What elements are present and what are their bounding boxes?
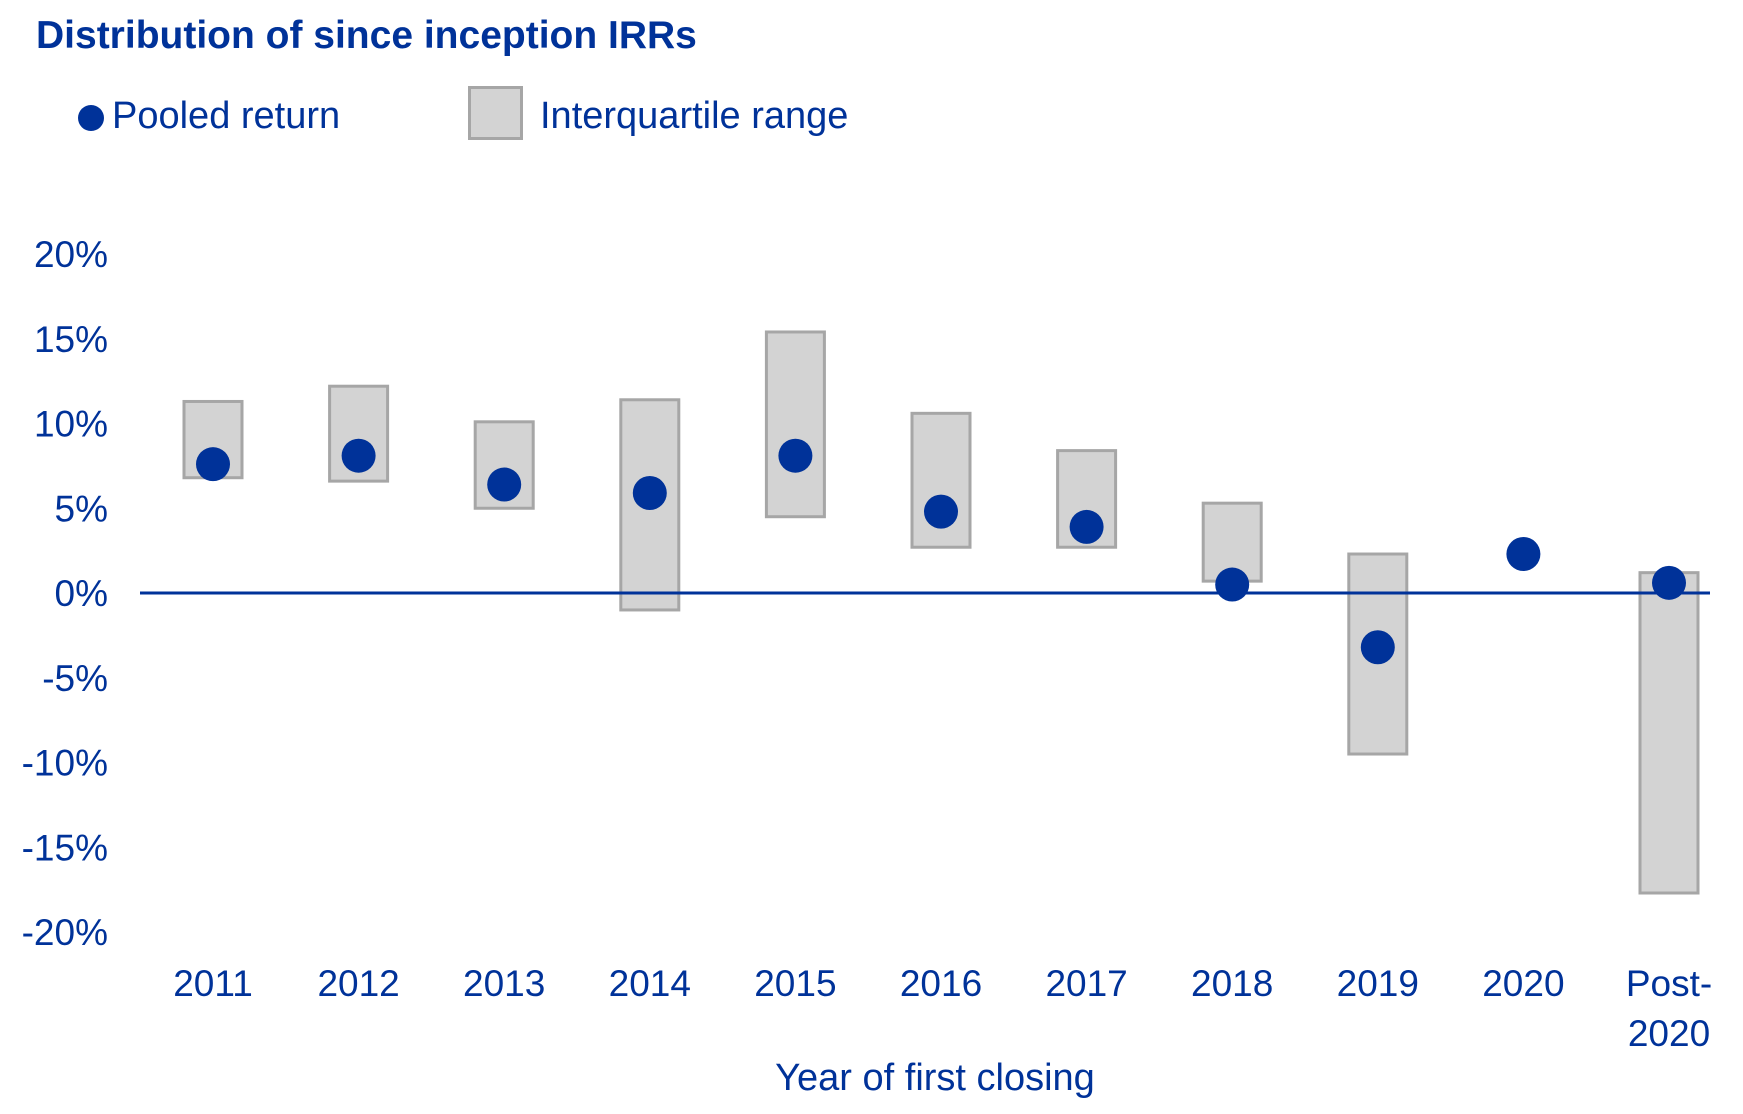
- iqr-box: [328, 384, 390, 483]
- x-tick-label: 2020: [1482, 963, 1564, 1004]
- pooled-return-point: [632, 475, 667, 510]
- x-tick-label: 2018: [1191, 963, 1273, 1004]
- legend-label-pooled-return: Pooled return: [112, 95, 341, 137]
- iqr-box: [1638, 571, 1700, 895]
- pooled-return-point: [924, 494, 958, 529]
- pooled-return-point: [487, 467, 522, 502]
- pooled-return-marker-icon: [78, 105, 104, 131]
- x-tick-label: 2015: [754, 963, 836, 1004]
- x-tick-label: 2017: [1045, 963, 1127, 1004]
- x-tick-label: Post-: [1626, 963, 1712, 1004]
- y-tick-label: 5%: [55, 488, 108, 529]
- pooled-return-point: [1069, 509, 1104, 544]
- y-tick-label: -5%: [42, 658, 108, 699]
- y-tick-label: -10%: [22, 743, 108, 784]
- pooled-return-point: [341, 438, 376, 473]
- pooled-return-point: [1652, 565, 1686, 600]
- y-tick-label: 0%: [55, 573, 108, 614]
- y-tick-label: 15%: [34, 319, 108, 360]
- x-tick-label: 2013: [463, 963, 545, 1004]
- pooled-return-point: [196, 447, 230, 482]
- pooled-return-point: [1360, 630, 1395, 665]
- interquartile-range-marker-icon: [468, 86, 523, 140]
- y-tick-label: 20%: [34, 234, 108, 275]
- x-tick-label: 2012: [317, 963, 399, 1004]
- pooled-return-point: [1506, 537, 1541, 572]
- x-tick-label: 2019: [1337, 963, 1419, 1004]
- x-tick-label: 2011: [173, 963, 253, 1004]
- y-tick-label: -20%: [22, 912, 108, 953]
- y-tick-label: -15%: [22, 827, 108, 868]
- x-tick-label: 2020: [1628, 1013, 1710, 1054]
- x-tick-label: 2014: [609, 963, 691, 1004]
- x-tick-label: 2016: [900, 963, 982, 1004]
- legend-label-interquartile-range: Interquartile range: [540, 95, 849, 137]
- x-axis-title: Year of first closing: [775, 1057, 1095, 1099]
- chart-title: Distribution of since inception IRRs: [36, 14, 697, 57]
- iqr-box: [764, 330, 826, 519]
- pooled-return-point: [778, 438, 813, 473]
- pooled-return-point: [1215, 567, 1250, 602]
- y-tick-label: 10%: [34, 404, 108, 445]
